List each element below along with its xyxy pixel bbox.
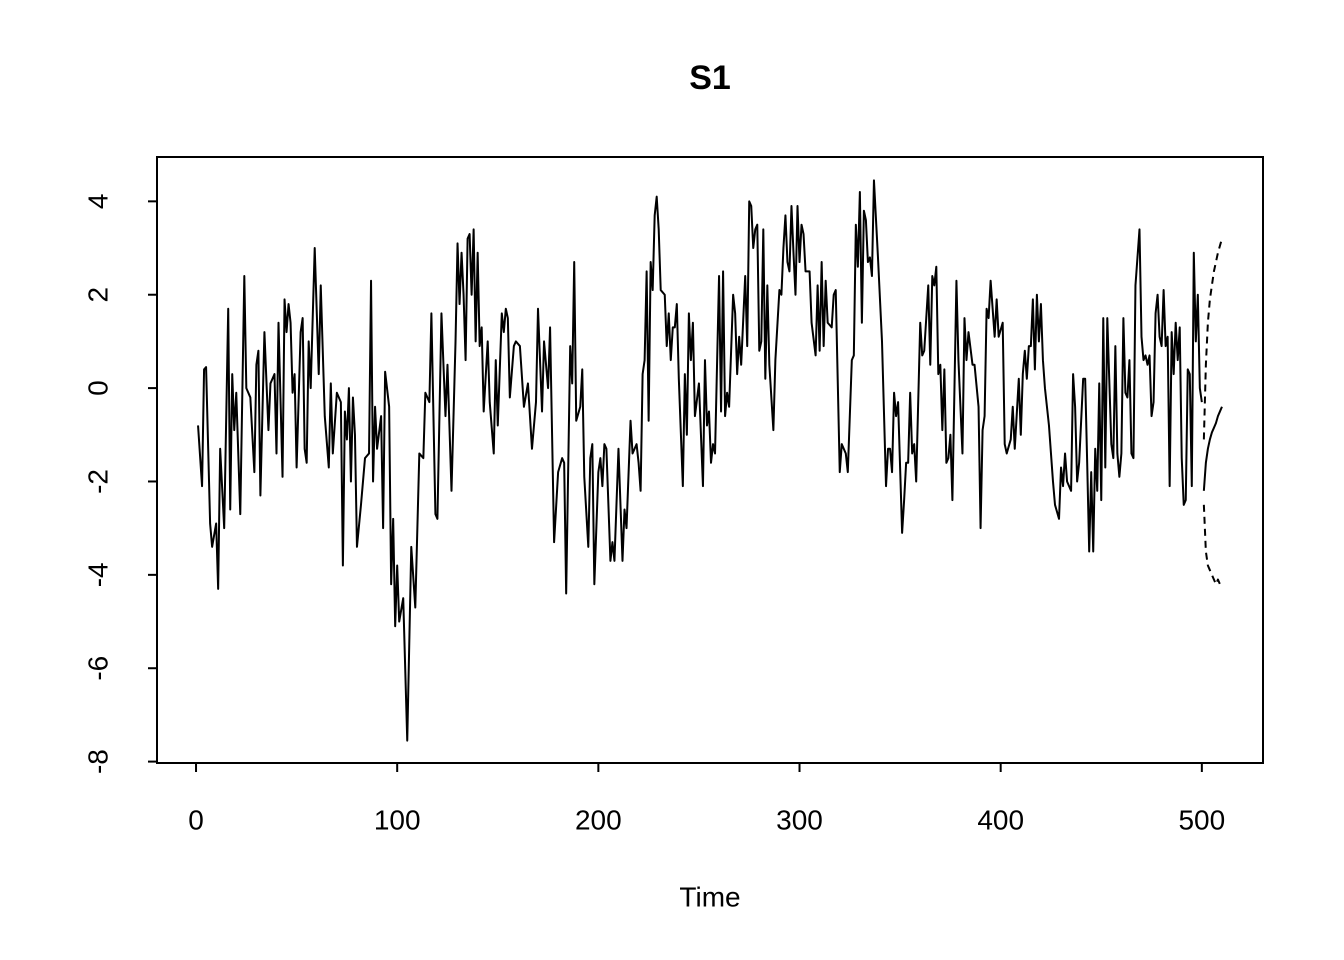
x-tick-label: 100 <box>374 804 421 835</box>
y-tick-label: -2 <box>82 469 113 494</box>
series-line <box>1202 504 1222 586</box>
chart-title: S1 <box>689 59 731 97</box>
series-line <box>1202 238 1223 440</box>
x-axis-label: Time <box>679 881 740 912</box>
y-tick-label: 4 <box>82 194 113 210</box>
y-tick-label: 0 <box>82 380 113 396</box>
y-tick-label: -4 <box>82 562 113 587</box>
x-tick-label: 300 <box>776 804 823 835</box>
y-tick-label: -8 <box>82 749 113 774</box>
y-tick-label: -6 <box>82 656 113 681</box>
y-tick-label: 2 <box>82 287 113 303</box>
series-line <box>1202 406 1223 491</box>
series-line <box>197 179 1203 742</box>
x-tick-label: 0 <box>188 804 204 835</box>
x-tick-label: 500 <box>1178 804 1225 835</box>
x-tick-label: 200 <box>575 804 622 835</box>
x-tick-label: 400 <box>977 804 1024 835</box>
